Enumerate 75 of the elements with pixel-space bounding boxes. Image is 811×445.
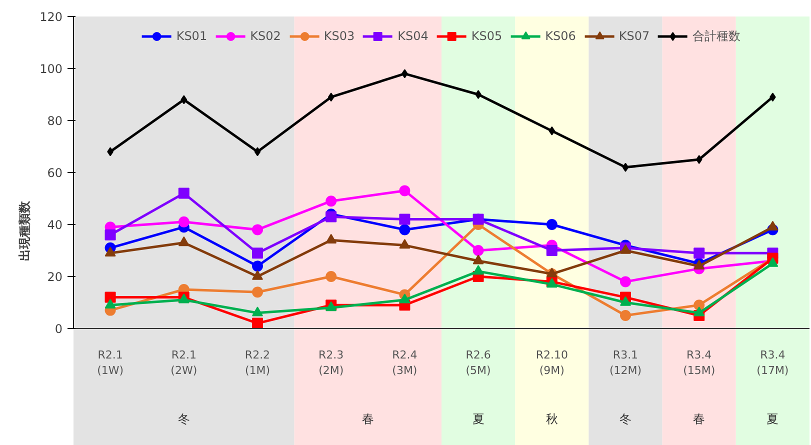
y-axis-title: 出現種類数 bbox=[18, 200, 32, 261]
y-tick-label: 40 bbox=[47, 218, 63, 232]
x-tick-label: R2.2 (1M) bbox=[244, 348, 270, 378]
point bbox=[326, 211, 337, 222]
point bbox=[178, 216, 190, 228]
band-label: 秋 bbox=[546, 412, 558, 426]
legend-label: KS03 bbox=[324, 29, 355, 43]
band-label: 春 bbox=[362, 412, 374, 426]
point bbox=[472, 254, 484, 264]
band-label: 夏 bbox=[766, 412, 779, 426]
legend-label: KS06 bbox=[545, 29, 576, 43]
point bbox=[252, 260, 263, 272]
point bbox=[104, 292, 116, 303]
point bbox=[548, 126, 556, 136]
point bbox=[399, 224, 410, 236]
point bbox=[399, 294, 410, 304]
x-tick-label: R2.4 (3M) bbox=[392, 348, 418, 378]
point bbox=[104, 246, 116, 256]
point bbox=[252, 286, 263, 298]
point bbox=[252, 248, 263, 259]
point bbox=[254, 147, 261, 156]
point bbox=[694, 300, 705, 311]
point bbox=[620, 296, 631, 306]
y-tick-label: 100 bbox=[40, 62, 62, 76]
point bbox=[622, 162, 629, 172]
legend-label: KS01 bbox=[176, 29, 208, 43]
point bbox=[328, 92, 334, 102]
point bbox=[399, 239, 410, 249]
point bbox=[546, 245, 558, 256]
point bbox=[694, 248, 705, 259]
x-tick-label: R2.6 (5M) bbox=[466, 348, 491, 378]
point bbox=[694, 306, 705, 316]
point bbox=[475, 90, 482, 99]
point bbox=[472, 265, 484, 275]
point bbox=[620, 310, 631, 321]
point bbox=[696, 155, 702, 164]
y-tick-label: 20 bbox=[47, 270, 63, 284]
legend-label: KS02 bbox=[250, 29, 281, 43]
point bbox=[472, 245, 484, 256]
point bbox=[326, 196, 337, 207]
point bbox=[620, 276, 631, 288]
band-label: 春 bbox=[693, 412, 706, 426]
y-tick-label: 60 bbox=[47, 166, 63, 180]
x-tick-label: R3.4 (15M) bbox=[683, 348, 716, 378]
band-label: 冬 bbox=[620, 412, 632, 426]
legend-label: KS07 bbox=[618, 29, 650, 43]
point bbox=[326, 271, 337, 282]
point bbox=[180, 95, 188, 104]
y-tick-label: 120 bbox=[40, 10, 62, 24]
point bbox=[252, 306, 263, 316]
y-tick-label: 0 bbox=[54, 322, 63, 336]
point bbox=[178, 188, 190, 199]
x-tick-label: R2.10 (9M) bbox=[536, 348, 568, 378]
point bbox=[252, 270, 263, 280]
x-tick-label: R3.1 (12M) bbox=[609, 348, 642, 378]
band-label: 夏 bbox=[472, 412, 484, 426]
point bbox=[399, 185, 410, 196]
x-tick-label: R2.1 (1W) bbox=[97, 348, 124, 378]
x-tick-label: R3.4 (17M) bbox=[756, 348, 789, 378]
point bbox=[326, 234, 337, 244]
point bbox=[104, 298, 116, 308]
band-label: 冬 bbox=[178, 412, 190, 426]
point bbox=[399, 214, 410, 225]
point bbox=[104, 229, 116, 240]
point bbox=[252, 224, 263, 236]
legend-label: KS05 bbox=[471, 29, 502, 43]
x-tick-label: R2.3 (2M) bbox=[318, 348, 344, 378]
legend-label: 合計種数 bbox=[692, 28, 741, 44]
y-tick-label: 80 bbox=[47, 114, 63, 128]
point bbox=[178, 236, 190, 246]
legend-label: KS04 bbox=[398, 29, 428, 43]
point bbox=[252, 318, 263, 329]
point bbox=[767, 220, 778, 230]
x-tick-label: R2.1 (2W) bbox=[170, 348, 198, 378]
point bbox=[546, 219, 558, 230]
